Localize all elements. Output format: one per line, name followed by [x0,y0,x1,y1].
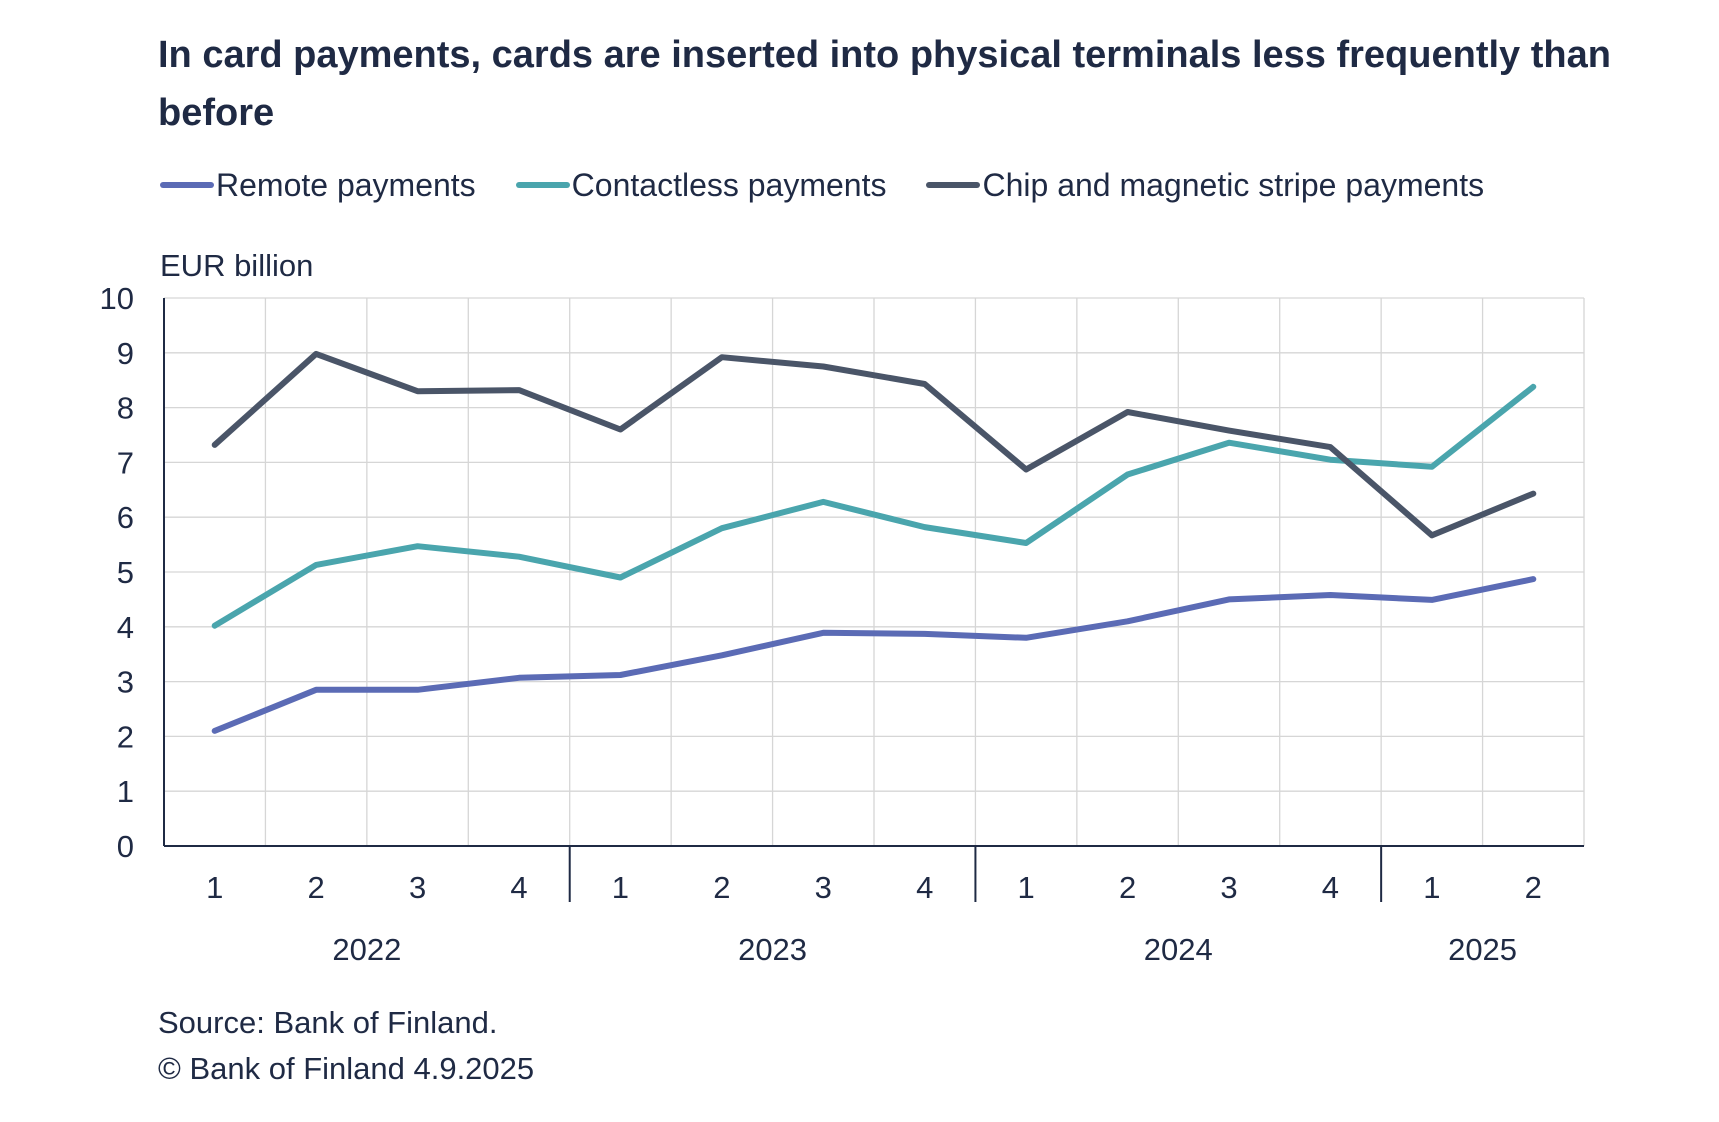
y-tick-label: 9 [117,336,134,371]
legend-label-remote: Remote payments [216,166,476,203]
y-tick-label: 0 [117,829,134,864]
x-tick-label: 1 [612,870,629,905]
legend-item-remote: Remote payments [160,167,476,204]
legend-label-contactless: Contactless payments [571,166,887,203]
x-tick-label: 2 [713,870,730,905]
x-tick-label: 4 [916,870,933,905]
x-tick-label: 1 [206,870,223,905]
year-label: 2023 [738,932,807,967]
legend-item-chip: Chip and magnetic stripe payments [926,167,1484,204]
year-label: 2025 [1448,932,1517,967]
x-tick-label: 3 [815,870,832,905]
x-tick-label: 1 [1423,870,1440,905]
y-tick-label: 8 [117,391,134,426]
x-tick-label: 3 [1220,870,1237,905]
x-tick-label: 4 [510,870,527,905]
copyright-note: © Bank of Finland 4.9.2025 [158,1051,535,1086]
legend-swatch-chip [926,182,981,188]
series-lines [211,350,1537,734]
grid [164,297,1585,846]
footer: Source: Bank of Finland. © Bank of Finla… [158,1000,534,1092]
axes [163,298,1584,902]
y-axis-label: EUR billion [160,248,313,283]
chart-title: In card payments, cards are inserted int… [158,34,1611,134]
year-label: 2022 [332,932,401,967]
x-tick-label: 2 [308,870,325,905]
source-note: Source: Bank of Finland. [158,1005,498,1040]
legend: Remote payments Contactless payments Chi… [160,165,1484,205]
year-label: 2024 [1144,932,1213,967]
y-tick-label: 5 [117,555,134,590]
y-tick-label: 2 [117,719,134,754]
y-tick-label: 3 [117,665,134,700]
line-contactless-payments [211,383,1537,629]
y-tick-label: 1 [117,774,134,809]
x-tick-label: 4 [1322,870,1339,905]
legend-swatch-remote [160,182,214,188]
legend-swatch-contactless [515,182,570,188]
y-tick-label: 6 [117,500,134,535]
y-tick-label: 4 [117,610,134,645]
y-tick-label: 10 [100,281,134,316]
x-tick-label: 2 [1119,870,1136,905]
x-tick-label: 2 [1525,870,1542,905]
y-tick-label: 7 [117,445,134,480]
legend-label-chip: Chip and magnetic stripe payments [982,166,1485,203]
x-tick-label: 3 [409,870,426,905]
x-tick-label: 1 [1018,870,1035,905]
line-remote-payments [211,576,1537,734]
legend-item-contactless: Contactless payments [515,166,887,204]
line-chip-payments [211,350,1537,539]
